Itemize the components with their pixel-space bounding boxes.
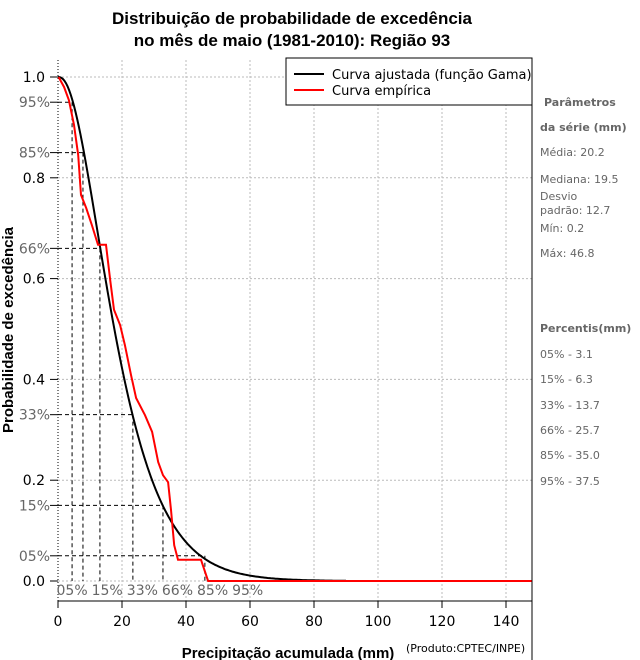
percentile-y-label: 05% bbox=[19, 549, 50, 565]
percentile-y-label: 15% bbox=[19, 498, 50, 514]
percentis-title: Percentis(mm) bbox=[540, 322, 632, 335]
percentile-y-label: 95% bbox=[19, 95, 50, 111]
fitted-curve-line bbox=[57, 76, 346, 582]
percentile-x-label: 85% bbox=[197, 583, 228, 599]
params-subtitle: da série (mm) bbox=[540, 121, 627, 134]
param-mean: Média: 20.2 bbox=[540, 146, 605, 159]
percentile-item: 85% - 35.0 bbox=[540, 449, 600, 462]
percentile-item: 05% - 3.1 bbox=[540, 348, 593, 361]
x-tick-label: 100 bbox=[365, 614, 392, 630]
percentile-x-label: 95% bbox=[232, 583, 263, 599]
percentile-item: 33% - 13.7 bbox=[540, 399, 600, 412]
percentile-y-label: 66% bbox=[19, 241, 50, 257]
chart-title-line2: no mês de maio (1981-2010): Região 93 bbox=[134, 31, 451, 50]
legend-box bbox=[285, 57, 533, 106]
percentile-x-label: 66% bbox=[162, 583, 193, 599]
percentile-x-label: 05% bbox=[57, 583, 88, 599]
y-tick-label: 0.6 bbox=[23, 272, 45, 288]
y-tick-label: 0.0 bbox=[23, 574, 45, 590]
x-axis-title: Precipitação acumulada (mm) bbox=[182, 645, 395, 660]
x-tick-label: 40 bbox=[177, 614, 195, 630]
y-tick-label: 1.0 bbox=[23, 70, 45, 86]
y-tick-label: 0.4 bbox=[23, 372, 45, 388]
y-tick-label: 0.2 bbox=[23, 473, 45, 489]
param-sd-line1: Desvio bbox=[540, 190, 578, 203]
legend-label: Curva empírica bbox=[332, 84, 431, 99]
percentile-x-label: 15% bbox=[92, 583, 123, 599]
percentile-item: 15% - 6.3 bbox=[540, 373, 593, 386]
percentile-y-label: 33% bbox=[19, 408, 50, 424]
empirical-curve-line bbox=[57, 76, 532, 582]
chart-title-line1: Distribuição de probabilidade de excedên… bbox=[112, 9, 472, 28]
x-tick-label: 0 bbox=[54, 614, 63, 630]
percentile-x-label: 33% bbox=[127, 583, 158, 599]
y-tick-label: 0.8 bbox=[23, 171, 45, 187]
params-title: Parâmetros bbox=[544, 96, 616, 109]
x-tick-label: 20 bbox=[113, 614, 131, 630]
param-min: Mín: 0.2 bbox=[540, 222, 585, 235]
percentile-item: 95% - 37.5 bbox=[540, 475, 600, 488]
param-median: Mediana: 19.5 bbox=[540, 173, 619, 186]
param-sd-line2: padrão: 12.7 bbox=[540, 204, 611, 217]
percentile-item: 66% - 25.7 bbox=[540, 424, 600, 437]
product-credit: (Produto:CPTEC/INPE) bbox=[406, 642, 525, 655]
x-tick-label: 60 bbox=[241, 614, 259, 630]
x-tick-label: 140 bbox=[493, 614, 520, 630]
x-tick-label: 120 bbox=[429, 614, 456, 630]
x-tick-label: 80 bbox=[305, 614, 323, 630]
legend-label: Curva ajustada (função Gama) bbox=[332, 68, 532, 83]
y-axis-title: Probabilidade de excedência bbox=[0, 226, 17, 433]
param-max: Máx: 46.8 bbox=[540, 247, 595, 260]
percentile-y-label: 85% bbox=[19, 146, 50, 162]
